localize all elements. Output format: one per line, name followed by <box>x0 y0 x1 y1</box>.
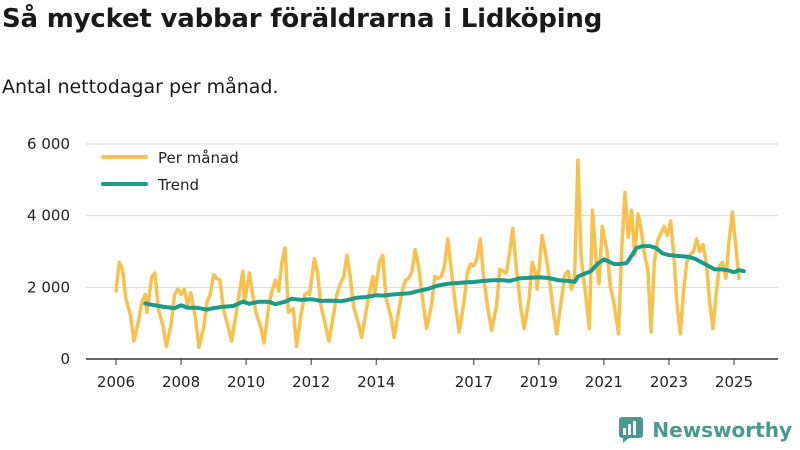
x-tick-label: 2017 <box>455 373 493 391</box>
x-tick-label: 2008 <box>162 373 200 391</box>
x-tick-label: 2014 <box>357 373 395 391</box>
x-tick-label: 2010 <box>227 373 265 391</box>
x-tick-label: 2025 <box>715 373 753 391</box>
brand-logo: Newsworthy <box>618 416 792 444</box>
brand-name: Newsworthy <box>652 418 792 442</box>
y-tick-label: 0 <box>60 350 70 368</box>
x-tick-label: 2021 <box>585 373 623 391</box>
chart-title: Så mycket vabbar föräldrarna i Lidköping <box>2 4 603 34</box>
legend-label: Per månad <box>158 149 239 167</box>
series-line-per-manad <box>114 158 741 350</box>
chart-subtitle: Antal nettodagar per månad. <box>2 76 279 98</box>
y-tick-label: 2 000 <box>27 278 70 296</box>
x-tick-label: 2019 <box>520 373 558 391</box>
newsworthy-logo-icon <box>619 417 644 443</box>
x-tick-label: 2012 <box>292 373 330 391</box>
legend-label: Trend <box>157 176 199 194</box>
y-tick-label: 4 000 <box>27 207 70 225</box>
x-tick-label: 2006 <box>97 373 135 391</box>
x-tick-label: 2023 <box>650 373 688 391</box>
series-line-trend <box>143 244 746 312</box>
y-tick-label: 6 000 <box>27 135 70 153</box>
